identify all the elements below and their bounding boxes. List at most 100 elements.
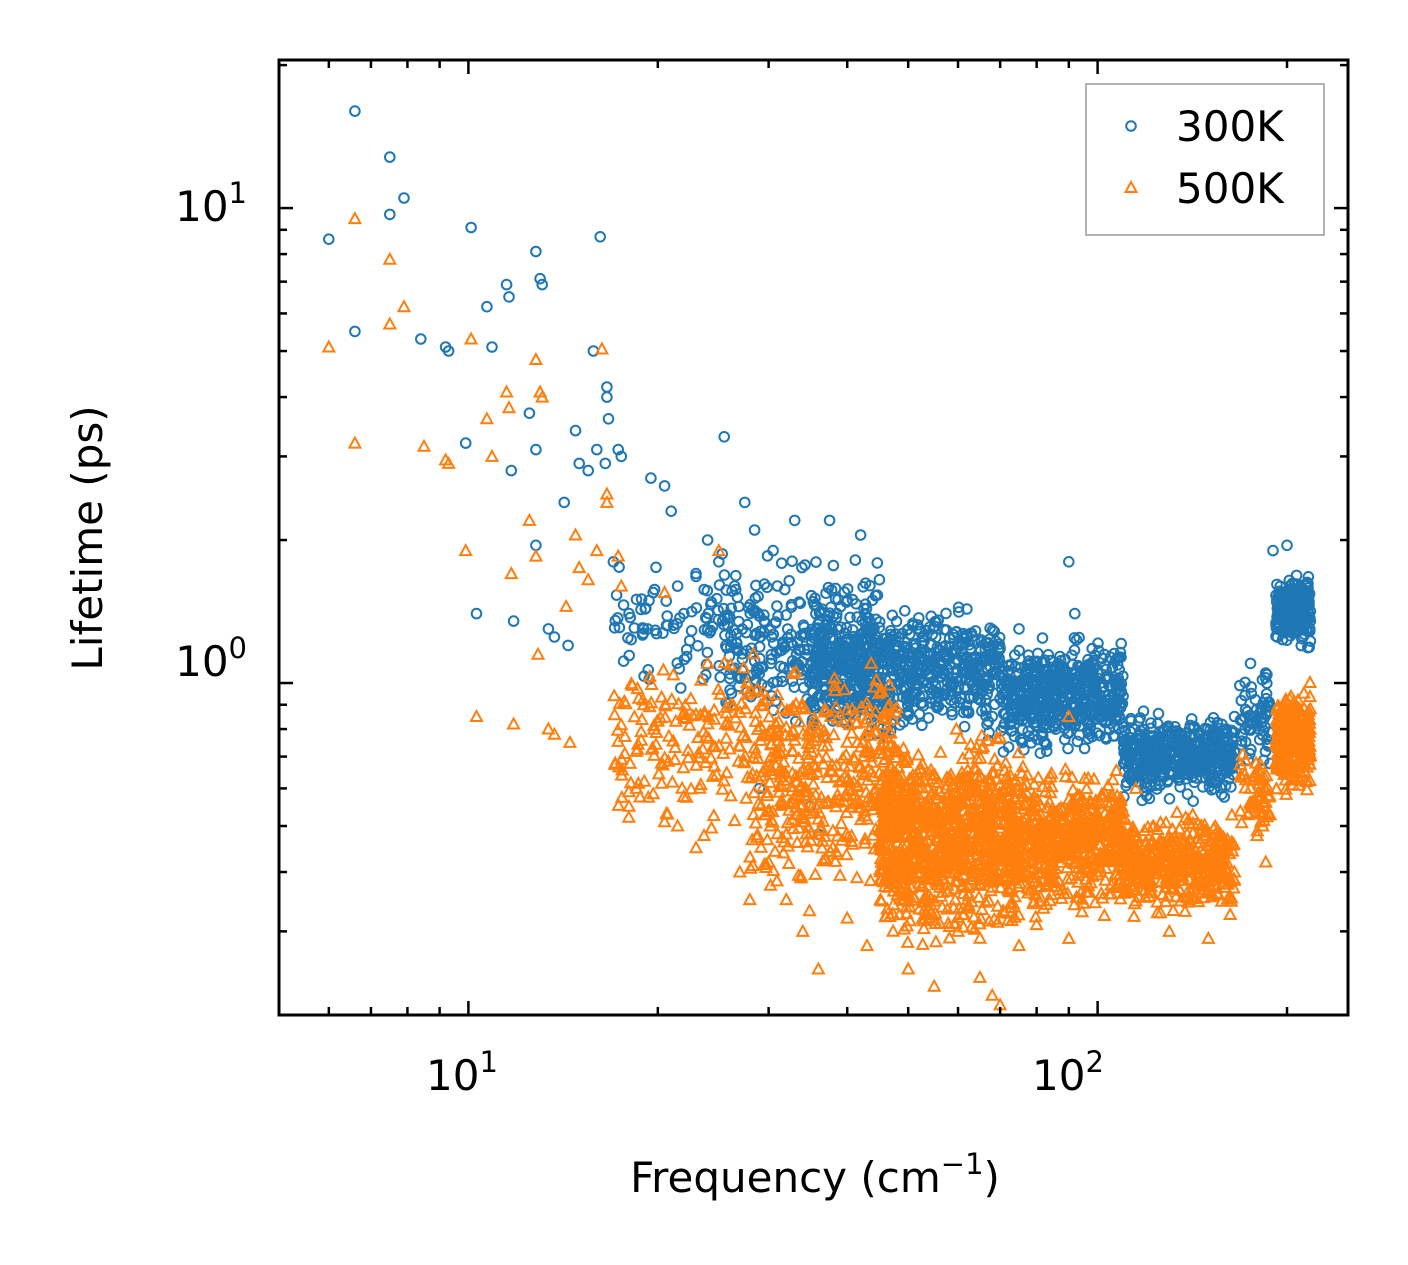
data-point-300k bbox=[981, 718, 993, 731]
data-point-300k bbox=[829, 658, 842, 671]
data-point-300k bbox=[674, 612, 686, 624]
data-point-300k bbox=[757, 661, 769, 673]
data-point-300k bbox=[685, 625, 698, 637]
data-point-300k bbox=[783, 575, 796, 587]
data-point-300k bbox=[912, 667, 925, 680]
data-point-300k bbox=[608, 622, 621, 634]
data-point-300k bbox=[612, 612, 624, 624]
data-point-300k bbox=[665, 505, 678, 518]
data-point-300k bbox=[852, 654, 865, 666]
data-point-300k bbox=[875, 642, 887, 655]
data-point-300k bbox=[1058, 671, 1071, 684]
data-point-300k bbox=[718, 569, 731, 581]
data-point-300k bbox=[1082, 732, 1095, 745]
data-point-300k bbox=[852, 659, 865, 672]
data-point-300k bbox=[930, 666, 943, 679]
points-layer bbox=[321, 105, 1318, 1011]
data-point-300k bbox=[658, 480, 671, 492]
data-point-300k bbox=[751, 662, 763, 675]
data-point-300k bbox=[786, 555, 798, 568]
data-point-300k bbox=[1069, 607, 1081, 620]
data-point-300k bbox=[776, 675, 789, 688]
data-point-300k bbox=[1014, 733, 1027, 746]
data-point-300k bbox=[530, 443, 542, 456]
data-point-300k bbox=[465, 221, 477, 234]
data-point-300k bbox=[827, 559, 840, 572]
data-point-300k bbox=[1100, 716, 1112, 729]
data-point-300k bbox=[673, 663, 686, 675]
data-point-300k bbox=[857, 581, 869, 593]
data-point-300k bbox=[902, 705, 915, 718]
data-point-300k bbox=[733, 672, 746, 685]
data-point-300k bbox=[844, 611, 856, 624]
data-point-300k bbox=[873, 616, 886, 628]
data-point-300k bbox=[1117, 690, 1129, 702]
data-point-300k bbox=[1000, 697, 1012, 709]
data-point-300k bbox=[1073, 631, 1085, 644]
data-point-300k bbox=[1039, 706, 1051, 719]
data-point-300k bbox=[925, 638, 937, 651]
data-point-300k bbox=[1005, 658, 1018, 671]
data-point-300k bbox=[961, 603, 973, 615]
data-point-300k bbox=[701, 534, 714, 546]
data-point-300k bbox=[840, 596, 853, 608]
data-point-300k bbox=[753, 610, 766, 622]
data-point-300k bbox=[881, 665, 894, 678]
data-point-300k bbox=[1014, 675, 1027, 688]
data-point-300k bbox=[904, 655, 916, 667]
data-point-300k bbox=[807, 696, 820, 709]
data-point-300k bbox=[925, 610, 938, 623]
data-point-300k bbox=[349, 105, 361, 117]
data-point-300k bbox=[648, 583, 661, 596]
data-point-300k bbox=[1013, 623, 1025, 635]
data-point-300k bbox=[897, 646, 910, 659]
data-point-300k bbox=[624, 611, 637, 624]
data-point-300k bbox=[1218, 791, 1231, 803]
data-point-300k bbox=[1104, 681, 1117, 693]
data-point-300k bbox=[1030, 676, 1043, 688]
data-point-300k bbox=[951, 675, 964, 688]
data-point-300k bbox=[716, 548, 729, 560]
data-point-300k bbox=[1004, 684, 1017, 696]
data-point-300k bbox=[890, 658, 903, 670]
data-point-300k bbox=[855, 646, 868, 659]
data-point-300k bbox=[573, 457, 586, 470]
data-point-300k bbox=[862, 633, 874, 646]
data-point-300k bbox=[690, 570, 702, 583]
data-point-300k bbox=[824, 622, 837, 635]
data-point-300k bbox=[1030, 688, 1042, 701]
series-300k bbox=[323, 105, 1317, 841]
data-point-300k bbox=[660, 619, 673, 632]
data-point-300k bbox=[505, 464, 518, 477]
data-point-300k bbox=[594, 231, 607, 243]
data-point-300k bbox=[820, 668, 833, 680]
data-point-300k bbox=[962, 707, 975, 719]
data-point-300k bbox=[1048, 721, 1060, 734]
data-point-300k bbox=[711, 592, 723, 605]
data-point-300k bbox=[1099, 731, 1112, 744]
data-point-300k bbox=[1244, 657, 1257, 670]
data-point-300k bbox=[948, 631, 960, 644]
data-point-300k bbox=[1017, 698, 1030, 710]
data-point-300k bbox=[739, 496, 751, 509]
data-point-300k bbox=[788, 681, 801, 694]
data-point-300k bbox=[754, 631, 766, 643]
data-point-300k bbox=[923, 681, 936, 694]
data-point-300k bbox=[1086, 642, 1098, 655]
data-point-300k bbox=[701, 624, 714, 636]
data-point-300k bbox=[639, 603, 652, 615]
data-point-300k bbox=[987, 653, 999, 665]
data-point-300k bbox=[1115, 651, 1127, 664]
data-point-300k bbox=[758, 578, 771, 590]
data-point-300k bbox=[1036, 730, 1049, 742]
data-point-300k bbox=[1071, 735, 1084, 748]
data-point-300k bbox=[486, 341, 498, 353]
data-point-300k bbox=[1021, 658, 1033, 671]
data-point-300k bbox=[901, 694, 914, 707]
data-point-300k bbox=[1006, 711, 1018, 724]
data-point-300k bbox=[349, 325, 361, 338]
data-point-300k bbox=[667, 619, 680, 632]
data-point-300k bbox=[809, 646, 822, 659]
data-point-300k bbox=[602, 413, 615, 425]
data-point-300k bbox=[442, 345, 455, 357]
